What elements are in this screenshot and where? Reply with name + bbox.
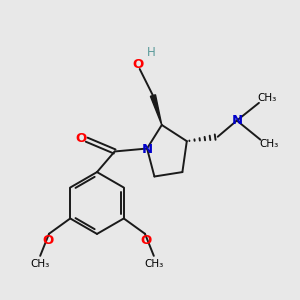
Text: H: H (147, 46, 156, 59)
Text: CH₃: CH₃ (258, 93, 277, 103)
Text: CH₃: CH₃ (144, 259, 164, 269)
Polygon shape (150, 95, 162, 125)
Text: CH₃: CH₃ (259, 139, 278, 149)
Text: CH₃: CH₃ (31, 259, 50, 269)
Text: O: O (76, 132, 87, 145)
Text: O: O (141, 234, 152, 247)
Text: O: O (133, 58, 144, 71)
Text: N: N (142, 142, 153, 156)
Text: O: O (42, 234, 53, 247)
Text: N: N (232, 114, 243, 127)
